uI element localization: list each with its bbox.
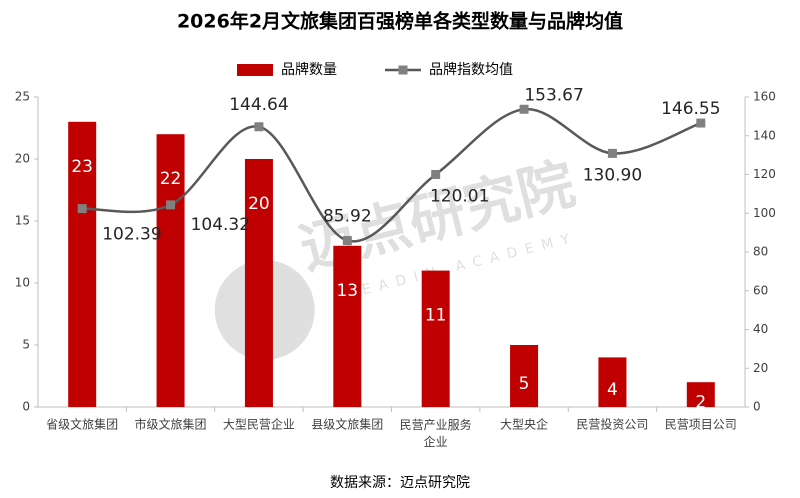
line-marker [431,169,441,179]
bar-value-label: 22 [160,169,182,189]
y2-tick-label: 80 [753,245,768,259]
line-marker [166,200,176,210]
legend-swatch [237,64,273,76]
bar-value-label: 13 [336,281,358,301]
y2-tick-label: 20 [753,361,768,375]
y2-tick-label: 120 [753,167,776,181]
line-marker [519,104,529,114]
y-tick-label: 10 [15,276,30,290]
line-marker [607,148,617,158]
x-tick-label: 县级文旅集团 [311,417,383,432]
line-value-label: 130.90 [583,165,642,185]
y2-tick-label: 40 [753,322,768,336]
y-tick-label: 5 [22,338,30,352]
line-value-label: 102.39 [102,225,161,245]
x-tick-label: 大型央企 [500,417,548,432]
x-tick-label: 省级文旅集团 [46,417,118,432]
y-tick-label: 25 [15,90,30,104]
x-tick-label: 民营产业服务企业 [400,417,472,449]
line-value-label: 104.32 [191,215,250,235]
legend-label: 品牌指数均值 [429,61,513,78]
line-marker [696,118,706,128]
source-note: 数据来源：迈点研究院 [330,475,470,491]
bar [244,159,273,407]
line-marker [77,204,87,214]
y2-tick-label: 0 [753,400,761,414]
y2-tick-label: 100 [753,206,776,220]
x-tick-label: 市级文旅集团 [135,417,207,432]
y2-tick-label: 60 [753,283,768,297]
line-marker [342,236,352,246]
bar-value-label: 11 [425,306,447,326]
y-tick-label: 0 [22,400,30,414]
bar-value-label: 5 [519,374,530,394]
bar [598,357,627,407]
bar [333,245,362,407]
line [82,108,702,243]
bar-value-label: 2 [695,393,706,413]
legend-label: 品牌数量 [281,61,337,78]
line-value-label: 120.01 [430,186,489,206]
bar [686,382,715,407]
y-tick-label: 20 [15,152,30,166]
x-tick-label: 民营投资公司 [576,417,648,432]
bar-value-label: 23 [71,157,93,177]
legend-marker [398,65,408,75]
line-marker [254,122,264,132]
chart-title: 2026年2月文旅集团百强榜单各类型数量与品牌均值 [177,10,623,33]
line-value-label: 85.92 [323,207,372,227]
x-tick-label: 民营项目公司 [665,418,737,432]
bar [68,121,97,408]
line-value-label: 144.64 [229,95,288,115]
bar [510,345,539,407]
line-value-label: 153.67 [524,85,583,105]
bar [156,134,185,407]
y2-tick-label: 140 [753,128,776,142]
y2-tick-label: 160 [753,90,776,104]
x-tick-label: 大型民营企业 [223,417,295,432]
y-tick-label: 15 [15,214,30,228]
bar [421,270,450,407]
bar-value-label: 4 [607,380,618,400]
line-value-label: 146.55 [661,99,720,119]
bar-value-label: 20 [248,194,270,214]
